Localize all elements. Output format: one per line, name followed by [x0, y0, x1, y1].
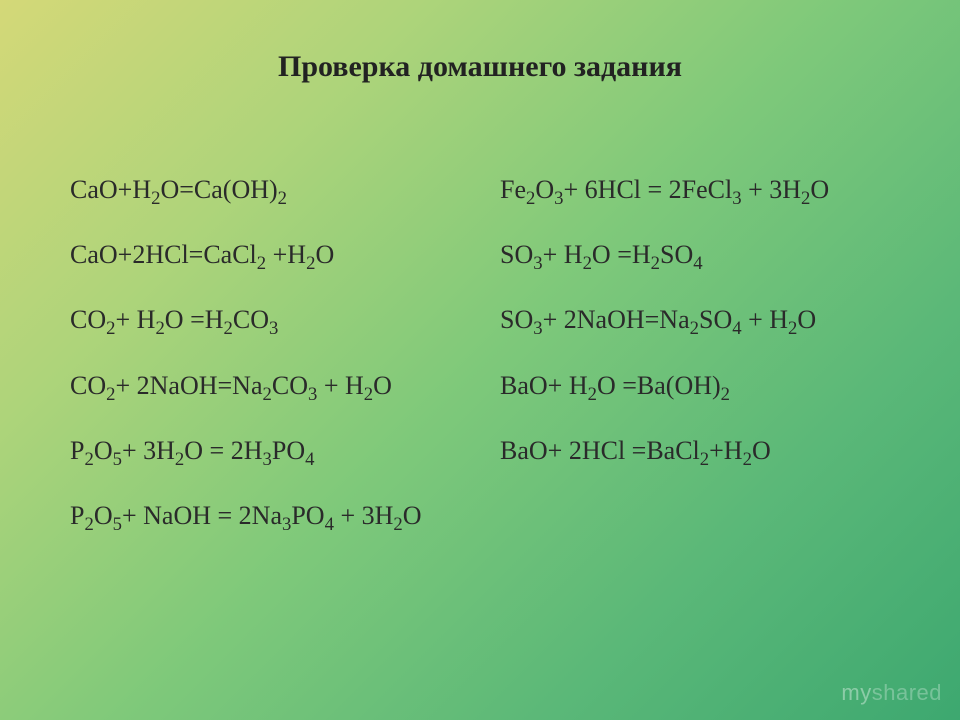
equation: CO2+ 2NaOH=Na2CO3 + H2O	[70, 370, 460, 401]
equation: BaO+ 2HCl =BaCl2+H2O	[500, 435, 890, 466]
equation: P2O5+ 3H2O = 2H3PO4	[70, 435, 460, 466]
watermark-part2: shared	[872, 680, 942, 705]
equation: P2O5+ NaOH = 2Na3PO4 + 3H2O	[70, 500, 460, 531]
equation: CO2+ H2O =H2CO3	[70, 304, 460, 335]
left-column: CaO+H2O=Ca(OH)2 CaO+2HCl=CaCl2 +H2O CO2+ H…	[70, 174, 460, 565]
equation: SO3+ 2NaOH=Na2SO4 + H2O	[500, 304, 890, 335]
equations-columns: CaO+H2O=Ca(OH)2 CaO+2HCl=CaCl2 +H2O CO2+ H…	[70, 174, 890, 565]
equation: CaO+H2O=Ca(OH)2	[70, 174, 460, 205]
equation: SO3+ H2O =H2SO4	[500, 239, 890, 270]
slide: Проверка домашнего задания CaO+H2O=Ca(OH…	[0, 0, 960, 720]
equation: CaO+2HCl=CaCl2 +H2O	[70, 239, 460, 270]
page-title: Проверка домашнего задания	[70, 50, 890, 84]
equation: Fe2O3+ 6HCl = 2FeCl3 + 3H2O	[500, 174, 890, 205]
watermark: myshared	[841, 680, 942, 706]
watermark-part1: my	[841, 680, 871, 705]
right-column: Fe2O3+ 6HCl = 2FeCl3 + 3H2O SO3+ H2O =H2S…	[500, 174, 890, 565]
equation: BaO+ H2O =Ba(OH)2	[500, 370, 890, 401]
